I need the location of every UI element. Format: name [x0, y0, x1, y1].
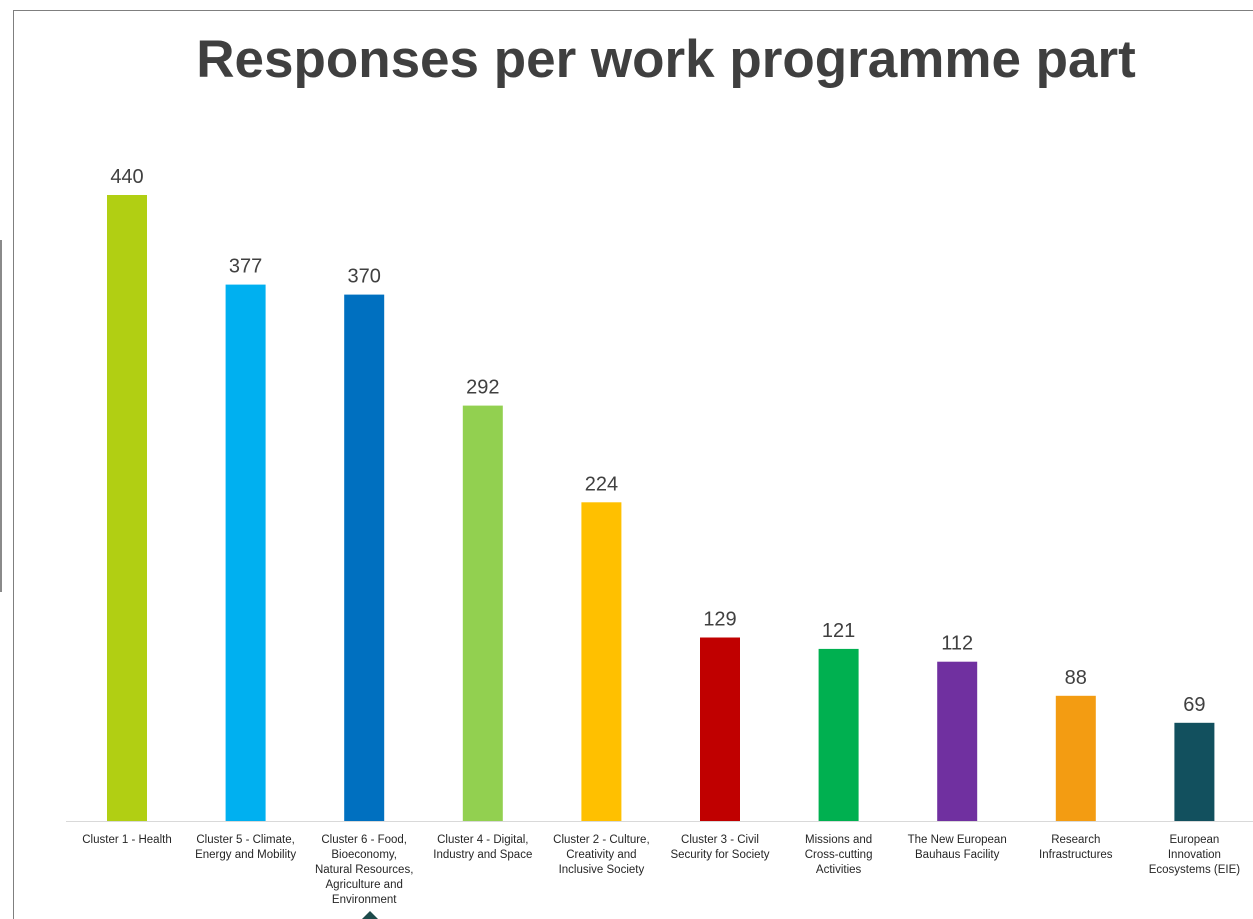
bar-10 [1174, 722, 1215, 821]
data-label-5: 224 [585, 473, 618, 495]
bar-5 [581, 502, 622, 821]
category-label-5: Cluster 2 - Culture, Creativity and Inclus… [553, 834, 650, 876]
bar-1 [107, 195, 147, 821]
data-label-1: 440 [110, 166, 143, 188]
category-label-4: Cluster 4 - Digital, Industry and Space [433, 834, 532, 861]
frame-left-border [13, 10, 14, 919]
data-label-6: 129 [703, 609, 736, 631]
data-label-7: 121 [822, 620, 855, 642]
edge-divider [0, 240, 2, 592]
category-label-7: Missions and Cross-cutting Activities [805, 834, 873, 876]
bar-6 [700, 637, 740, 821]
bar-7 [818, 648, 859, 821]
bar-2 [225, 284, 266, 822]
category-label-1: Cluster 1 - Health [82, 834, 171, 846]
category-label-2: Cluster 5 - Climate, Energy and Mobility [195, 834, 296, 861]
bar-8 [937, 661, 978, 821]
data-label-2: 377 [229, 256, 262, 278]
bar-3 [344, 294, 385, 822]
data-label-4: 292 [466, 377, 499, 399]
category-label-10: European Innovation Ecosystems (EIE) [1149, 834, 1241, 876]
data-label-3: 370 [348, 266, 381, 288]
category-label-6: Cluster 3 - Civil Security for Society [670, 834, 769, 861]
data-label-10: 69 [1183, 694, 1205, 716]
data-label-9: 88 [1065, 667, 1087, 689]
category-label-8: The New European Bauhaus Facility [908, 834, 1007, 861]
bar-9 [1055, 695, 1096, 821]
cursor-pointer-icon [362, 911, 378, 919]
category-label-3: Cluster 6 - Food, Bioeconomy, Natural Reso… [315, 834, 413, 906]
chart-title: Responses per work programme part [196, 30, 1136, 89]
frame-top-border [13, 10, 1253, 11]
data-label-8: 112 [941, 633, 973, 655]
bar-4 [462, 405, 503, 821]
category-label-9: Research Infrastructures [1039, 834, 1113, 861]
